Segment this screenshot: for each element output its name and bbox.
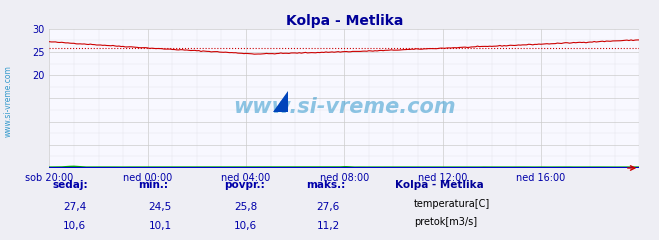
Text: povpr.:: povpr.: xyxy=(224,180,265,190)
Text: www.si-vreme.com: www.si-vreme.com xyxy=(233,97,455,117)
Text: www.si-vreme.com: www.si-vreme.com xyxy=(3,65,13,137)
Text: 10,1: 10,1 xyxy=(148,221,172,231)
Text: 10,6: 10,6 xyxy=(63,221,86,231)
Text: sedaj:: sedaj: xyxy=(53,180,88,190)
Text: maks.:: maks.: xyxy=(306,180,346,190)
Text: Kolpa - Metlika: Kolpa - Metlika xyxy=(395,180,484,190)
Title: Kolpa - Metlika: Kolpa - Metlika xyxy=(285,14,403,28)
Text: 24,5: 24,5 xyxy=(148,202,172,212)
Polygon shape xyxy=(273,91,288,112)
Text: temperatura[C]: temperatura[C] xyxy=(414,198,490,209)
Text: min.:: min.: xyxy=(138,180,169,190)
Text: 10,6: 10,6 xyxy=(234,221,258,231)
Text: 27,4: 27,4 xyxy=(63,202,86,212)
Text: 27,6: 27,6 xyxy=(316,202,340,212)
Text: pretok[m3/s]: pretok[m3/s] xyxy=(414,217,477,228)
Text: 11,2: 11,2 xyxy=(316,221,340,231)
Text: 25,8: 25,8 xyxy=(234,202,258,212)
